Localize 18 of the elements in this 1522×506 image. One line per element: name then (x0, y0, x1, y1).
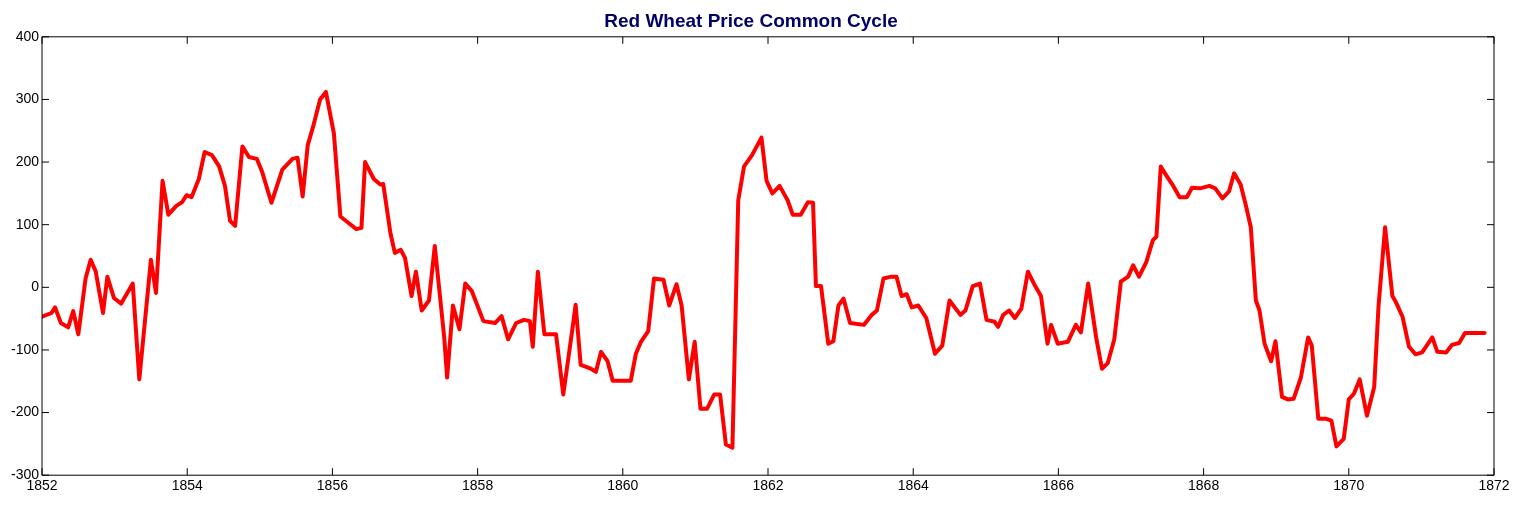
x-tick-label: 1870 (1333, 477, 1365, 494)
y-tick-label: -100 (10, 340, 40, 357)
y-tick-label: 300 (15, 90, 40, 107)
x-tick-label: 1858 (462, 477, 494, 494)
x-tick-label: 1862 (752, 477, 784, 494)
x-tick-label: 1854 (171, 477, 203, 494)
chart-title: Red Wheat Price Common Cycle (604, 9, 898, 31)
y-tick-label: 0 (31, 278, 40, 295)
x-tick-label: 1856 (316, 477, 349, 494)
x-tick-label: 1868 (1188, 477, 1220, 494)
x-tick-label: 1860 (607, 477, 639, 494)
x-tick-label: 1866 (1042, 477, 1075, 494)
y-tick-label: 200 (15, 152, 40, 169)
x-tick-label: 1864 (897, 477, 929, 494)
y-tick-label: -200 (10, 403, 40, 420)
y-tick-label: 100 (15, 215, 40, 232)
y-tick-label: 400 (15, 27, 40, 44)
x-tick-label: 1872 (1478, 477, 1510, 494)
